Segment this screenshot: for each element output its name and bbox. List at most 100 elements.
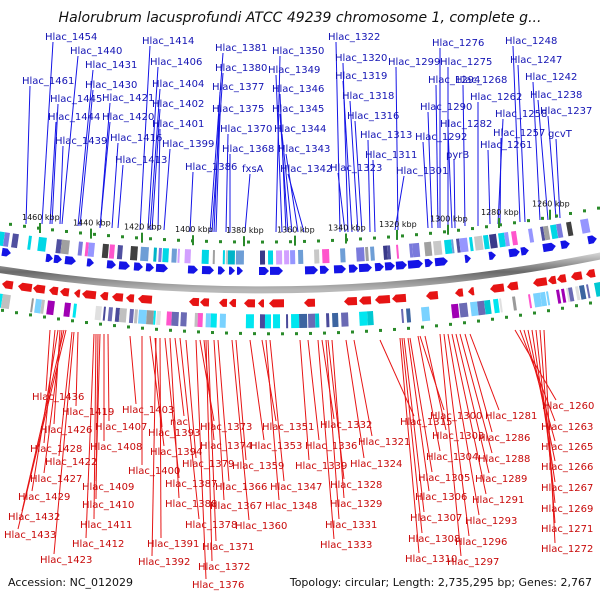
feature-block bbox=[210, 313, 217, 328]
gene-label: Hlac_1409 bbox=[82, 482, 134, 493]
leader-line-bottom bbox=[58, 331, 73, 457]
gene-label: Hlac_1429 bbox=[18, 492, 70, 503]
minor-tick bbox=[457, 228, 460, 232]
reverse-gene-arrow bbox=[547, 275, 557, 285]
feature-block bbox=[166, 311, 172, 326]
gene-label: Hlac_1461 bbox=[22, 76, 74, 87]
leader-line-top bbox=[335, 41, 341, 233]
forward-gene-arrow bbox=[384, 262, 395, 271]
minor-tick bbox=[57, 317, 60, 321]
minor-tick bbox=[309, 331, 312, 335]
gene-label: Hlac_1360 bbox=[235, 521, 287, 532]
scale-tick-label: 1340 kbp bbox=[328, 224, 366, 233]
leader-line-bottom bbox=[407, 337, 430, 492]
gene-label: Hlac_1359 bbox=[232, 461, 284, 472]
feature-block bbox=[158, 247, 162, 262]
forward-gene-arrow bbox=[488, 251, 496, 260]
feature-block bbox=[543, 225, 551, 241]
gene-label: Hlac_1399 bbox=[162, 139, 214, 150]
gene-label: Hlac_1349 bbox=[268, 65, 320, 76]
gene-label: Hlac_1371 bbox=[202, 542, 254, 553]
minor-tick bbox=[449, 322, 452, 326]
scale-tick-label: 1280 kbp bbox=[481, 208, 519, 217]
minor-tick bbox=[121, 235, 124, 239]
leader-line-top bbox=[209, 52, 224, 233]
scale-tick-label: 1380 kbp bbox=[226, 226, 264, 235]
gene-label: Hlac_1373 bbox=[200, 422, 252, 433]
minor-tick bbox=[393, 327, 396, 331]
feature-block bbox=[260, 250, 266, 265]
scale-tick-label: 1440 kbp bbox=[73, 219, 111, 228]
reverse-gene-arrow bbox=[507, 281, 519, 291]
gene-label: Hlac_1413 bbox=[115, 155, 167, 166]
minor-tick bbox=[421, 325, 424, 329]
gene-label: Hlac_1331 bbox=[325, 520, 377, 531]
gene-label: Hlac_1324 bbox=[350, 459, 402, 470]
feature-block bbox=[177, 248, 180, 263]
feature-block bbox=[540, 291, 548, 307]
leader-line-top bbox=[225, 133, 229, 233]
leader-line-bottom bbox=[43, 329, 63, 474]
gene-label: Hlac_1311 bbox=[365, 150, 417, 161]
top-gene-labels: Hlac_1454 Hlac_1440 Hlac_1431 Hlac_1461 Hlac… bbox=[22, 32, 592, 177]
feature-block bbox=[34, 298, 42, 314]
leader-line-bottom bbox=[325, 339, 340, 520]
gene-label: Hlac_1257 bbox=[493, 128, 545, 139]
minor-tick bbox=[71, 319, 74, 323]
feature-block bbox=[458, 302, 469, 318]
gene-label: Hlac_1343 bbox=[278, 144, 330, 155]
minor-tick bbox=[51, 228, 54, 232]
gene-label: Hlac_1291 bbox=[472, 495, 524, 506]
feature-block bbox=[77, 241, 83, 256]
gene-label: Hlac_1289 bbox=[475, 474, 527, 485]
feature-block bbox=[27, 235, 32, 250]
gene-label: Hlac_1247 bbox=[510, 55, 562, 66]
feature-block bbox=[298, 249, 304, 265]
feature-block bbox=[107, 307, 113, 322]
minor-tick bbox=[9, 222, 12, 226]
leader-line-bottom bbox=[353, 339, 373, 437]
minor-tick bbox=[401, 234, 404, 238]
feature-block bbox=[219, 313, 226, 328]
feature-block bbox=[497, 232, 506, 248]
gene-label: Hlac_1393 bbox=[148, 428, 200, 439]
feature-block bbox=[331, 312, 339, 328]
feature-block bbox=[225, 250, 228, 265]
minor-tick bbox=[197, 330, 200, 334]
feature-block bbox=[72, 303, 77, 318]
leader-line-bottom bbox=[151, 337, 157, 557]
feature-block bbox=[259, 314, 265, 329]
leader-line-bottom bbox=[53, 331, 75, 555]
minor-tick bbox=[183, 329, 186, 333]
leader-line-bottom bbox=[531, 329, 556, 483]
leader-line-top bbox=[372, 159, 376, 233]
feature-block bbox=[235, 250, 244, 265]
gene-label: Hlac_1353 bbox=[250, 441, 302, 452]
feature-block bbox=[365, 246, 369, 262]
leader-line-top bbox=[427, 111, 433, 229]
gene-label: Hlac_1320 bbox=[335, 53, 387, 64]
forward-gene-arrow bbox=[217, 266, 225, 275]
minor-tick bbox=[359, 237, 362, 241]
minor-tick bbox=[407, 326, 410, 330]
leader-line-top bbox=[435, 84, 439, 229]
minor-tick bbox=[589, 301, 592, 305]
reverse-gene-arrow bbox=[32, 284, 46, 294]
minor-tick bbox=[281, 332, 284, 336]
leader-line-bottom bbox=[399, 337, 420, 554]
gene-label: Hlac_1403 bbox=[122, 405, 174, 416]
gene-label: Hlac_1238 bbox=[530, 90, 582, 101]
feature-block bbox=[162, 248, 169, 263]
leader-line-bottom bbox=[401, 337, 423, 534]
forward-gene-arrow bbox=[201, 265, 214, 275]
forward-gene-arrow bbox=[358, 263, 372, 273]
forward-gene-arrow bbox=[269, 266, 283, 275]
minor-tick bbox=[177, 238, 180, 242]
leader-line-bottom bbox=[207, 339, 217, 542]
forward-gene-arrow bbox=[155, 263, 168, 273]
minor-tick bbox=[561, 306, 564, 310]
minor-tick bbox=[219, 240, 222, 244]
feature-block bbox=[383, 245, 389, 260]
minor-tick bbox=[295, 332, 298, 336]
gene-label: Hlac_1348 bbox=[265, 501, 317, 512]
